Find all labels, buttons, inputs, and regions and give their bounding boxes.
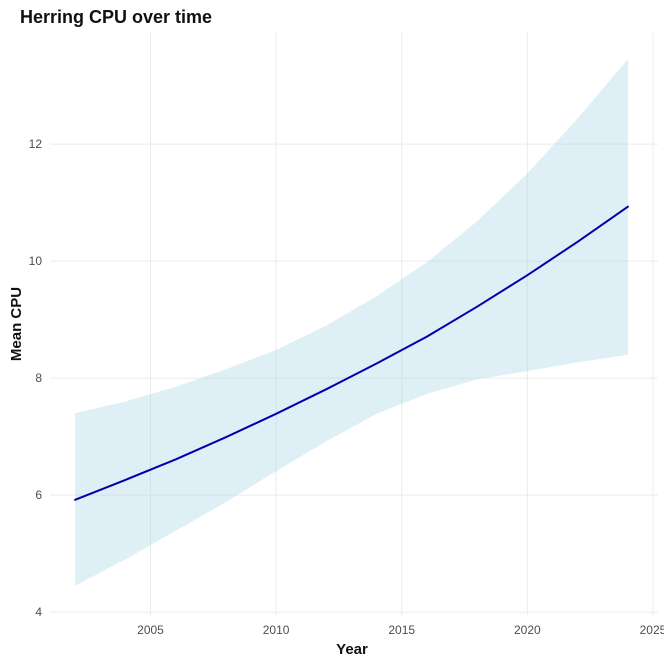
y-tick-label: 4 xyxy=(35,605,42,619)
y-tick-label: 12 xyxy=(29,137,43,151)
y-axis-ticks: 4 6 8 10 12 xyxy=(29,137,43,619)
confidence-band xyxy=(75,59,628,586)
trend-line xyxy=(74,205,629,501)
x-tick-label: 2015 xyxy=(388,623,415,637)
confidence-band-layer xyxy=(75,59,628,586)
grid xyxy=(50,33,658,615)
y-tick-label: 6 xyxy=(35,488,42,502)
chart-title: Herring CPU over time xyxy=(20,7,212,27)
trend-line-layer xyxy=(74,205,629,501)
y-tick-label: 10 xyxy=(29,254,43,268)
x-tick-label: 2020 xyxy=(514,623,541,637)
x-tick-label: 2025 xyxy=(640,623,664,637)
y-tick-label: 8 xyxy=(35,371,42,385)
x-tick-label: 2005 xyxy=(137,623,164,637)
x-tick-label: 2010 xyxy=(263,623,290,637)
y-axis-title: Mean CPU xyxy=(8,287,25,361)
x-axis-title: Year xyxy=(336,641,368,658)
x-axis-ticks: 2005 2010 2015 2020 2025 xyxy=(137,623,664,637)
